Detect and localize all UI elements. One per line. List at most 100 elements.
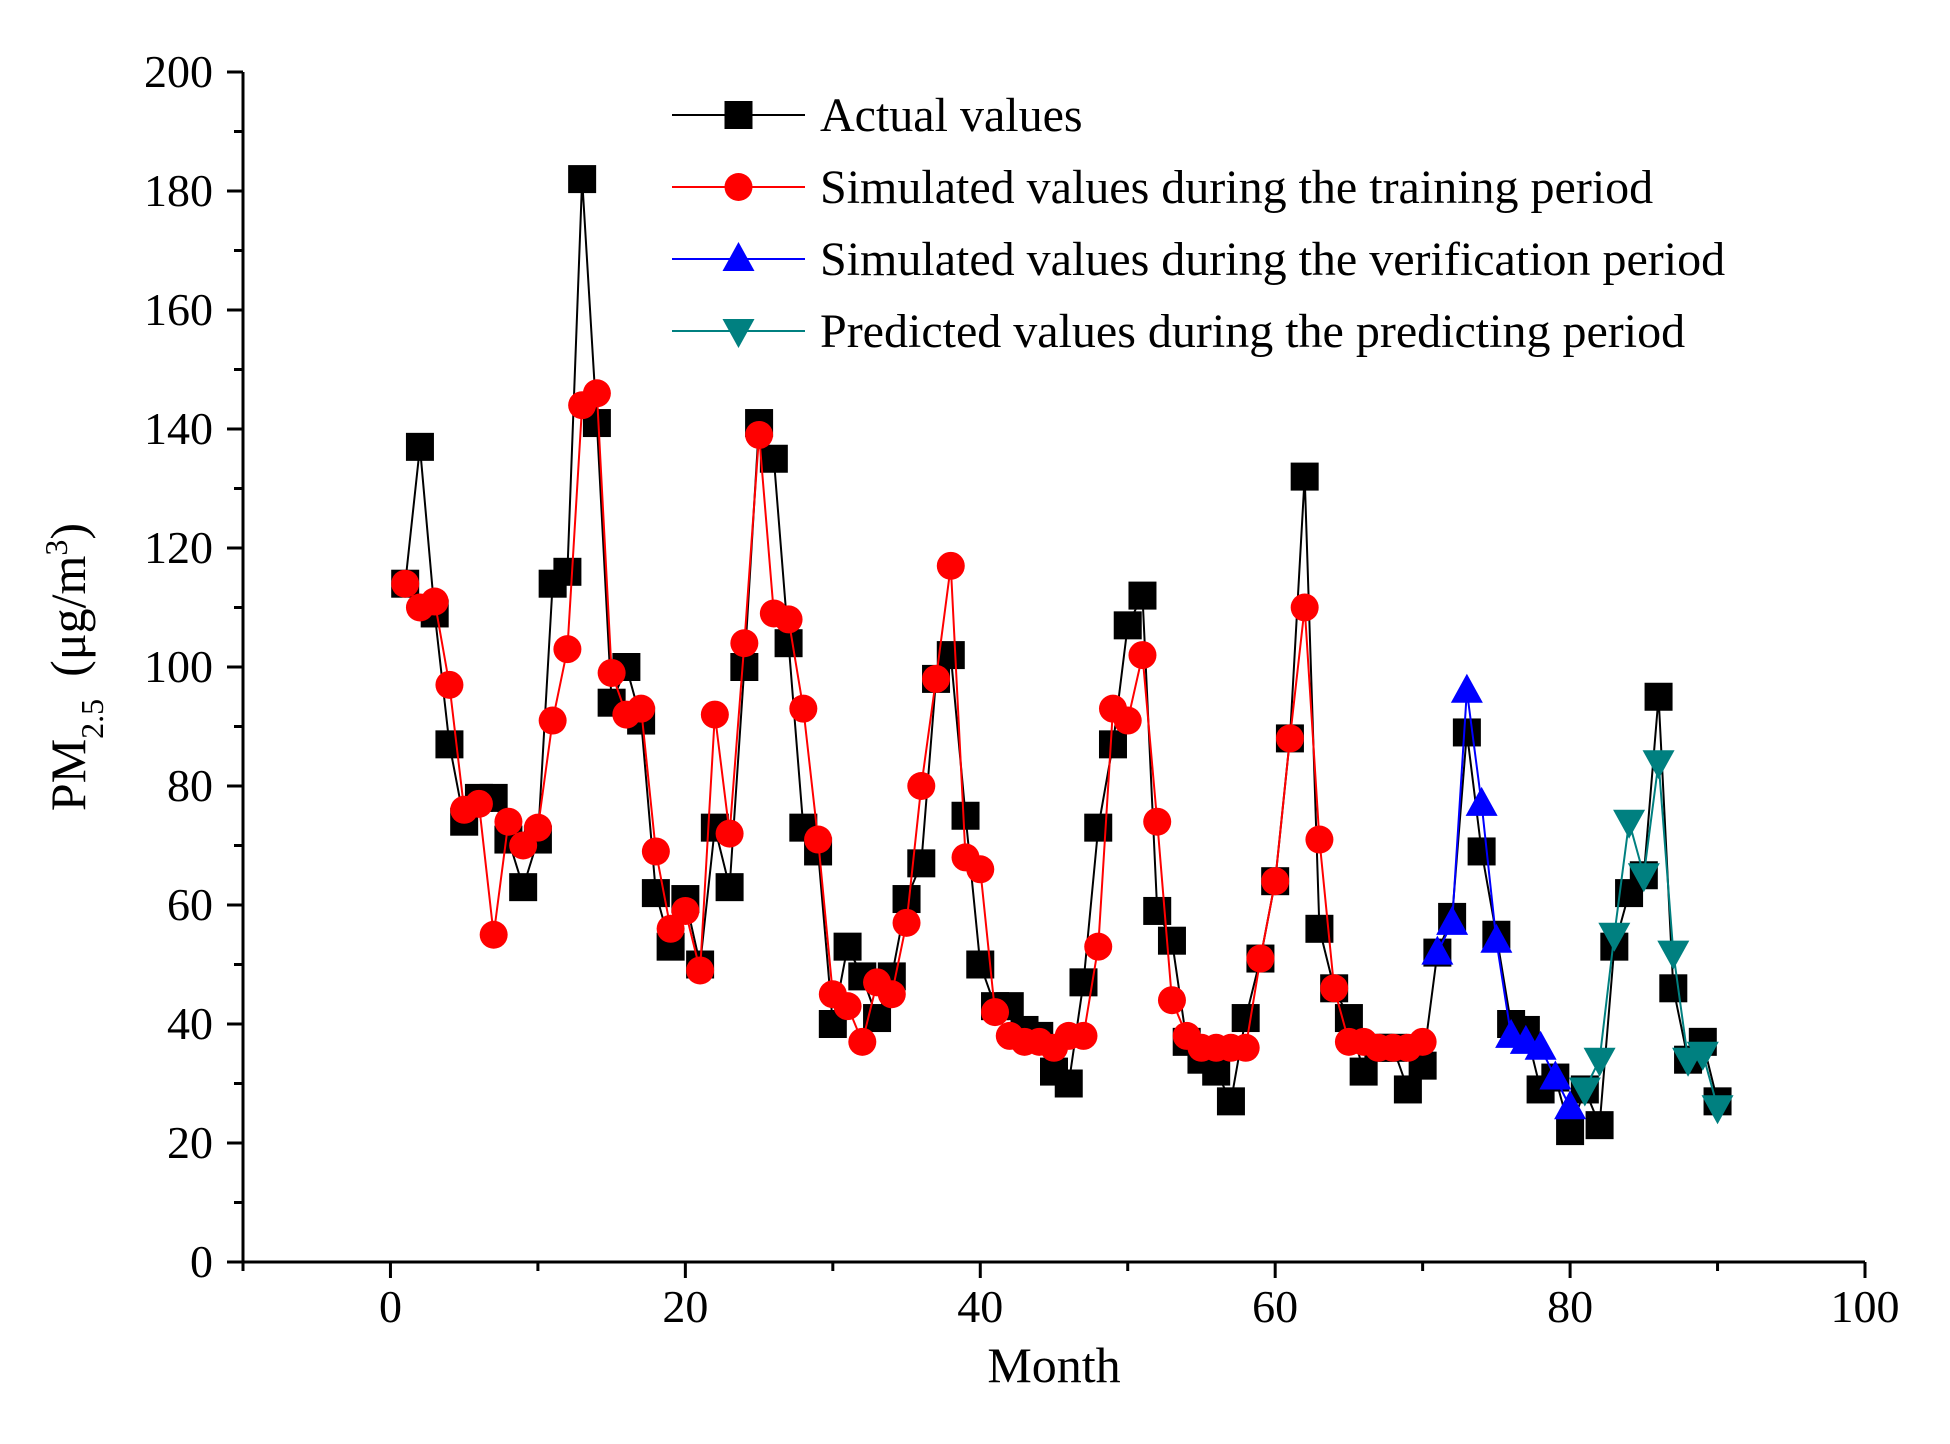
data-point <box>1261 867 1290 896</box>
data-point <box>1084 813 1113 842</box>
data-point <box>523 813 552 842</box>
data-point <box>435 730 464 759</box>
data-point <box>1157 986 1186 1015</box>
data-point <box>1657 940 1690 970</box>
data-point <box>922 664 951 693</box>
data-point <box>981 998 1010 1027</box>
series-3 <box>1421 673 1587 1120</box>
legend: Actual values Simulated values during the… <box>672 89 1725 358</box>
data-point <box>907 772 936 800</box>
legend-item: Predicted values during the predicting p… <box>672 305 1685 358</box>
data-point <box>1246 944 1275 973</box>
legend-label: Simulated values during the verification… <box>820 233 1725 286</box>
y-axis-title-superscript: 3 <box>38 540 74 556</box>
data-point <box>700 700 729 729</box>
legend-marker <box>724 101 753 129</box>
series-4 <box>1568 750 1734 1125</box>
data-point <box>789 694 818 723</box>
data-point <box>1568 1077 1601 1107</box>
data-point <box>1642 750 1675 780</box>
data-point <box>1143 807 1172 836</box>
x-axis-title: Month <box>987 1337 1120 1393</box>
data-point <box>405 432 434 461</box>
data-point <box>1585 1111 1614 1140</box>
data-point <box>966 855 995 884</box>
data-point <box>1701 1095 1734 1125</box>
data-point <box>715 873 744 902</box>
legend-marker <box>722 242 755 271</box>
data-point <box>464 789 493 818</box>
data-point <box>1467 837 1496 866</box>
data-point <box>1408 1027 1437 1056</box>
data-point <box>1349 1057 1378 1086</box>
data-point <box>568 165 597 194</box>
data-point <box>848 1027 877 1056</box>
y-tick-label: 80 <box>167 760 213 811</box>
data-point <box>877 980 906 1009</box>
data-point <box>1598 922 1631 952</box>
legend-label: Predicted values during the predicting p… <box>820 305 1685 358</box>
x-tick-label: 60 <box>1252 1281 1298 1332</box>
data-point <box>686 956 715 985</box>
legend-item: Actual values <box>672 89 1083 142</box>
data-point <box>1084 932 1113 961</box>
x-tick-label: 100 <box>1831 1281 1900 1332</box>
data-point <box>759 444 788 473</box>
data-point <box>1452 718 1481 747</box>
data-point <box>1231 1033 1260 1062</box>
y-axis-title-close: ) <box>40 523 96 540</box>
data-point <box>1659 974 1688 1003</box>
data-point <box>1465 786 1498 816</box>
data-point <box>597 658 626 687</box>
data-point <box>1320 974 1349 1003</box>
data-point <box>936 641 965 670</box>
data-point <box>745 420 774 449</box>
legend-marker <box>724 173 753 201</box>
data-point <box>1305 825 1334 854</box>
data-point <box>774 629 803 658</box>
data-point <box>420 587 449 616</box>
data-point <box>1450 673 1483 703</box>
series-line <box>1436 690 1571 1108</box>
data-point <box>435 670 464 699</box>
data-point <box>1644 682 1673 711</box>
data-point <box>627 694 656 723</box>
data-point <box>509 873 538 902</box>
data-point <box>1113 611 1142 640</box>
legend-label: Actual values <box>820 89 1083 142</box>
data-point <box>1098 730 1127 759</box>
data-point <box>1686 1041 1719 1071</box>
data-point <box>1436 905 1469 935</box>
y-axis-title: PM2.5 (μg/m3) <box>38 523 110 811</box>
data-point <box>494 807 523 836</box>
data-point <box>1069 1021 1098 1050</box>
data-point <box>1157 926 1186 955</box>
axes: 0 20 40 60 80 100 120 140 160 180 200 0 20 40 60 80 100 <box>144 46 1900 1332</box>
data-point <box>391 569 420 598</box>
data-point <box>1143 896 1172 925</box>
data-point <box>833 992 862 1021</box>
x-tick-label: 40 <box>957 1281 1003 1332</box>
series-2 <box>391 379 1437 1062</box>
data-point <box>479 920 508 949</box>
data-point <box>730 653 759 681</box>
data-point <box>1128 641 1157 670</box>
y-axis-title-unit: (μg/m <box>40 555 96 676</box>
y-tick-label: 0 <box>190 1236 213 1287</box>
series-line <box>404 391 1424 1049</box>
data-point <box>1539 1060 1572 1090</box>
data-point <box>1113 706 1142 735</box>
x-tick-label: 20 <box>662 1281 708 1332</box>
data-point <box>892 908 921 937</box>
data-point <box>951 801 980 830</box>
y-tick-label: 180 <box>144 165 213 216</box>
data-point <box>1202 1057 1231 1086</box>
data-point <box>1613 809 1646 839</box>
data-point <box>1583 1047 1616 1077</box>
data-point <box>833 932 862 961</box>
data-point <box>1128 581 1157 610</box>
legend-item: Simulated values during the verification… <box>672 233 1725 286</box>
data-point <box>553 557 582 586</box>
data-point <box>1231 1004 1260 1033</box>
